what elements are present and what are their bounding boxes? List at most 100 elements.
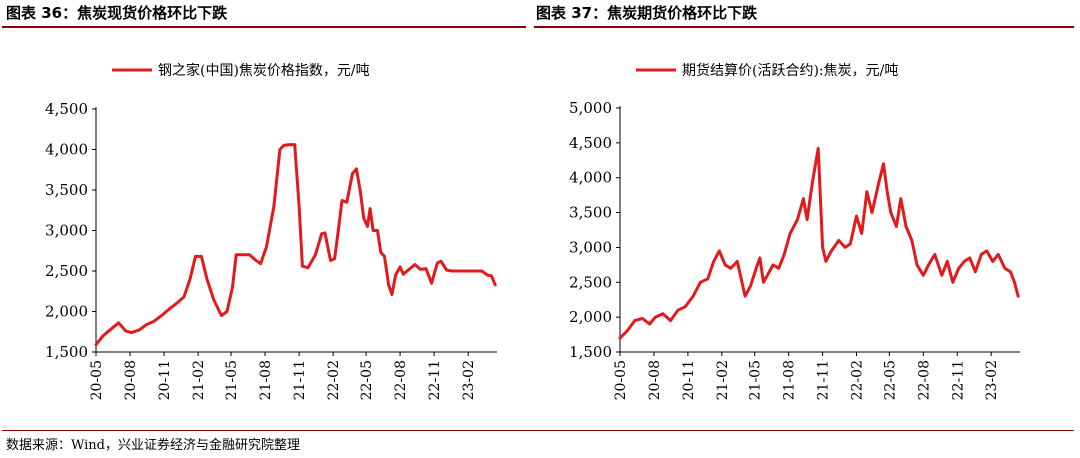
- x-tick-label: 21-08: [258, 360, 274, 400]
- data-point: [390, 293, 394, 296]
- y-tick-label: 5,000: [569, 99, 612, 117]
- title-rule-left: [2, 26, 526, 28]
- data-points: [618, 147, 1020, 340]
- data-point: [451, 269, 454, 273]
- data-point: [394, 273, 397, 277]
- data-point: [963, 260, 966, 263]
- data-point: [860, 232, 863, 235]
- x-tick-label: 23-02: [984, 360, 1000, 400]
- data-point: [802, 197, 805, 200]
- y-tick-label: 2,000: [569, 308, 612, 326]
- data-point: [474, 269, 477, 273]
- data-point: [168, 307, 171, 311]
- data-point: [480, 269, 483, 273]
- data-point: [272, 205, 276, 208]
- data-point: [718, 249, 721, 253]
- data-point: [641, 317, 644, 320]
- data-point: [957, 267, 960, 270]
- data-point: [402, 273, 405, 276]
- data-point: [654, 315, 657, 319]
- data-point: [699, 281, 702, 284]
- y-tick-label: 3,500: [45, 181, 88, 199]
- data-point: [691, 295, 695, 298]
- data-point: [188, 277, 192, 281]
- data-point: [424, 267, 428, 270]
- data-point: [904, 225, 908, 228]
- data-point: [895, 225, 898, 228]
- data-point: [109, 328, 113, 331]
- x-tick-label: 21-05: [748, 360, 764, 400]
- y-tick-label: 1,500: [569, 343, 612, 361]
- x-tick-label: 22-11: [427, 360, 443, 400]
- data-point: [314, 253, 317, 256]
- data-point: [124, 329, 127, 333]
- source-note: 数据来源：Wind，兴业证券经济与金融研究院整理: [6, 438, 300, 453]
- data-point: [301, 264, 304, 268]
- data-point: [1009, 270, 1012, 273]
- data-point: [849, 242, 852, 246]
- data-point: [462, 269, 465, 273]
- data-point: [877, 183, 880, 186]
- x-tick-label: 23-02: [461, 360, 477, 400]
- x-tick-label: 21-11: [292, 360, 308, 400]
- y-tick-label: 2,000: [45, 303, 88, 321]
- data-point: [830, 249, 833, 253]
- chart-left: 钢之家(中国)焦炭价格指数，元/吨 1,500 2,000 2,500 3,000 3,5…: [45, 62, 497, 400]
- data-point: [749, 284, 752, 287]
- data-point: [712, 260, 715, 263]
- data-point: [101, 334, 105, 337]
- data-point: [405, 269, 409, 273]
- data-point: [323, 231, 327, 235]
- data-point: [899, 197, 902, 200]
- y-tick-label: 4,000: [45, 141, 88, 159]
- data-point: [821, 246, 824, 249]
- data-point: [788, 232, 792, 235]
- data-point: [783, 253, 786, 256]
- data-point: [777, 267, 780, 270]
- y-tick-label: 3,000: [569, 238, 612, 256]
- data-point: [933, 253, 936, 256]
- data-point: [212, 298, 215, 301]
- data-point: [259, 262, 262, 265]
- data-point: [974, 270, 977, 273]
- data-point: [175, 302, 178, 305]
- data-point: [811, 180, 814, 183]
- x-tick-label: 21-05: [224, 360, 240, 400]
- footer-rule: [2, 430, 1074, 431]
- legend-label: 钢之家(中国)焦炭价格指数，元/吨: [158, 62, 370, 79]
- data-point: [413, 263, 417, 266]
- x-tick-label: 21-02: [715, 360, 731, 400]
- data-point: [736, 260, 739, 263]
- data-point: [366, 225, 369, 228]
- x-ticks: 20-05 20-08 20-11 21-02 21-05 21-08 21-11 22-02…: [89, 352, 477, 400]
- data-point: [430, 282, 433, 285]
- data-point: [351, 172, 354, 175]
- y-tick-label: 4,500: [45, 100, 88, 118]
- series-line: [94, 143, 497, 347]
- x-tick-label: 22-05: [882, 360, 898, 400]
- y-tick-label: 1,500: [45, 343, 88, 361]
- data-point: [648, 322, 651, 326]
- data-point: [457, 269, 460, 273]
- data-points: [94, 143, 497, 346]
- data-point: [915, 263, 919, 267]
- data-point: [940, 274, 943, 277]
- legend: 期货结算价(活跃合约):焦炭，元/吨: [636, 62, 898, 79]
- chart-right: 期货结算价(活跃合约):焦炭，元/吨 1,500 2,000 2,500 3,000 3,…: [569, 62, 1020, 400]
- data-point: [486, 273, 489, 277]
- x-tick-label: 20-05: [89, 360, 105, 400]
- data-point: [371, 229, 375, 232]
- x-tick-label: 20-11: [681, 360, 697, 400]
- data-point: [951, 281, 954, 284]
- data-point: [843, 246, 847, 249]
- y-tick-label: 2,500: [45, 262, 88, 280]
- data-point: [755, 267, 758, 270]
- data-point: [771, 263, 775, 267]
- y-tick-label: 2,500: [569, 273, 612, 291]
- y-tick-label: 4,000: [569, 169, 612, 187]
- data-point: [991, 260, 994, 263]
- data-point: [130, 331, 133, 334]
- x-ticks: 20-05 20-08 20-11 21-02 21-05 21-08 21-11 22-02…: [613, 352, 1000, 400]
- data-point: [253, 258, 257, 261]
- data-point: [238, 253, 242, 256]
